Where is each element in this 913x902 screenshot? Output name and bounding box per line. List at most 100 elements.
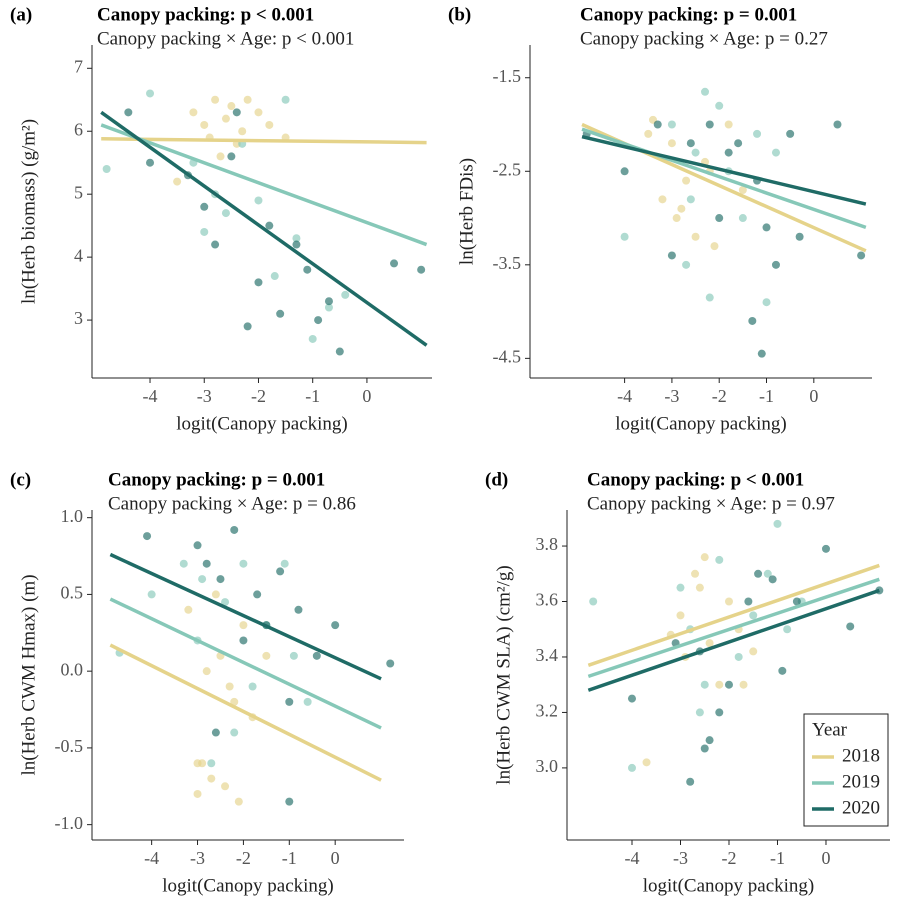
x-tick-label: -3 <box>197 386 212 406</box>
legend-label: 2018 <box>842 745 880 766</box>
point <box>230 728 239 737</box>
fit-line <box>587 577 880 679</box>
x-tick-label: -4 <box>617 386 632 406</box>
x-tick-label: 0 <box>821 848 830 868</box>
point <box>695 708 704 717</box>
point <box>676 611 685 620</box>
y-tick-label: 1.0 <box>61 506 84 526</box>
point <box>227 152 236 161</box>
point <box>238 127 247 136</box>
fit-line <box>109 597 382 730</box>
point <box>239 621 248 630</box>
point <box>234 797 243 806</box>
point <box>744 597 753 606</box>
point <box>771 148 780 157</box>
x-tick-label: 0 <box>362 386 371 406</box>
x-tick-label: -1 <box>305 386 320 406</box>
point <box>276 309 285 318</box>
point <box>620 232 629 241</box>
x-tick-label: -4 <box>143 386 158 406</box>
point <box>653 120 662 129</box>
fit-line <box>587 563 880 667</box>
point <box>724 680 733 689</box>
fit-line <box>587 588 880 692</box>
panel-title: Canopy packing: p = 0.001 <box>580 4 797 25</box>
x-axis-label: logit(Canopy packing) <box>176 413 348 434</box>
point <box>691 569 700 578</box>
point <box>262 651 271 660</box>
point <box>146 158 155 167</box>
point <box>216 575 225 584</box>
point <box>763 569 772 578</box>
point <box>715 555 724 564</box>
panel: (d) Canopy packing: p < 0.001 Canopy packi… <box>485 469 890 896</box>
point <box>715 214 724 223</box>
point <box>753 129 762 138</box>
y-axis-label: ln(Herb CWM Hmax) (m) <box>18 574 39 775</box>
point <box>589 597 598 606</box>
y-tick-label: -1.5 <box>493 66 522 86</box>
point <box>821 544 830 553</box>
point <box>682 176 691 185</box>
point <box>143 532 152 541</box>
point <box>341 290 350 299</box>
panel: (b) Canopy packing: p = 0.001 Canopy packi… <box>448 4 872 434</box>
point <box>682 260 691 269</box>
point <box>757 349 766 358</box>
point <box>686 777 695 786</box>
x-tick-label: 0 <box>331 848 340 868</box>
point <box>686 139 695 148</box>
y-tick-label: 0.0 <box>61 659 84 679</box>
fit-line <box>101 137 427 145</box>
point <box>179 559 188 568</box>
point <box>200 120 209 129</box>
point <box>303 265 312 274</box>
point <box>292 240 301 249</box>
x-axis-label: logit(Canopy packing) <box>643 875 815 896</box>
y-axis-label: ln(Herb biomass) (g/m²) <box>18 119 39 304</box>
point <box>308 334 317 343</box>
y-tick-label: -1.0 <box>55 813 84 833</box>
point <box>280 559 289 568</box>
y-tick-label: 4 <box>74 245 83 265</box>
point <box>173 177 182 186</box>
point <box>749 647 758 656</box>
x-tick-label: 0 <box>809 386 818 406</box>
point <box>202 667 211 676</box>
y-tick-label: 3 <box>74 308 83 328</box>
y-tick-label: 3.8 <box>536 534 559 554</box>
point <box>792 597 801 606</box>
point <box>786 129 795 138</box>
point <box>658 195 667 204</box>
point <box>724 120 733 129</box>
point <box>227 102 236 111</box>
x-tick-label: -3 <box>673 848 688 868</box>
x-tick-label: -4 <box>624 848 639 868</box>
point <box>705 736 714 745</box>
y-tick-label: 3.2 <box>536 701 559 721</box>
point <box>331 621 340 630</box>
point <box>221 782 230 791</box>
point <box>225 682 234 691</box>
point <box>715 708 724 717</box>
y-axis-label: ln(Herb CWM SLA) (cm²/g) <box>493 565 514 784</box>
point <box>253 590 262 599</box>
point <box>700 744 709 753</box>
fit-line <box>100 123 428 247</box>
point <box>724 148 733 157</box>
point <box>207 759 216 768</box>
point <box>211 95 220 104</box>
panel: (c) Canopy packing: p = 0.001 Canopy packi… <box>10 469 404 896</box>
point <box>686 195 695 204</box>
y-tick-label: -0.5 <box>55 736 84 756</box>
point <box>243 322 252 331</box>
point <box>292 234 301 243</box>
point <box>207 774 216 783</box>
point <box>691 148 700 157</box>
point <box>833 120 842 129</box>
point <box>147 590 156 599</box>
point <box>778 666 787 675</box>
point <box>285 697 294 706</box>
point <box>773 519 782 528</box>
point <box>710 242 719 251</box>
